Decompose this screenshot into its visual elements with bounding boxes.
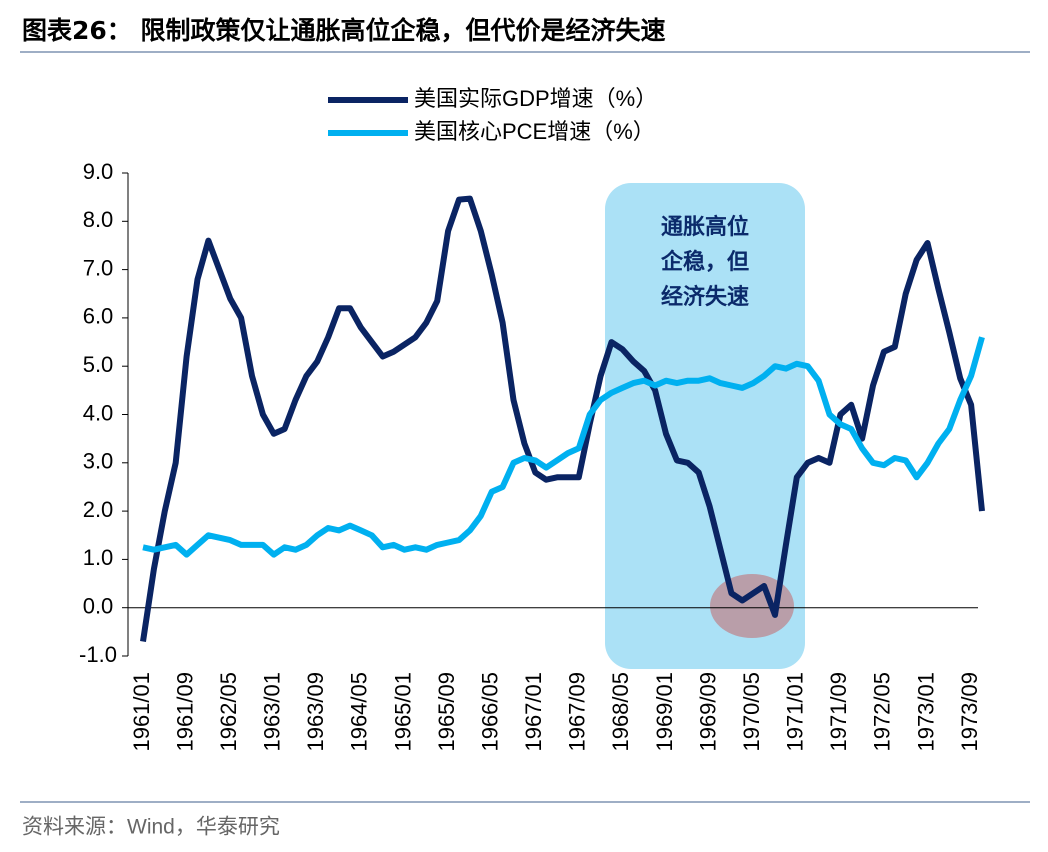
x-tick-label: 1967/09 xyxy=(565,672,590,752)
x-tick-label: 1973/01 xyxy=(913,672,938,752)
x-tick-label: 1961/09 xyxy=(172,672,197,752)
x-tick-label: 1969/09 xyxy=(695,672,720,752)
line-series xyxy=(142,336,985,558)
annotation: 企稳，但 xyxy=(660,249,749,275)
x-tick-label: 1973/09 xyxy=(957,672,982,752)
y-tick-label: 0.0 xyxy=(83,594,114,619)
y-tick-label: 7.0 xyxy=(83,255,114,280)
y-tick-label: 2.0 xyxy=(83,497,114,522)
y-tick-label: 5.0 xyxy=(83,352,114,377)
x-tick-label: 1961/01 xyxy=(129,672,154,752)
y-tick-label: 9.0 xyxy=(83,159,114,184)
y-tick-label: 4.0 xyxy=(83,400,114,425)
y-tick-label: -1.0 xyxy=(79,642,117,667)
y-tick-label: 6.0 xyxy=(83,304,114,329)
x-tick-label: 1964/05 xyxy=(347,672,372,752)
x-tick-label: 1970/05 xyxy=(739,672,764,752)
x-tick-label: 1968/05 xyxy=(608,672,633,752)
x-tick-label: 1963/09 xyxy=(303,672,328,752)
x-tick-label: 1963/01 xyxy=(260,672,285,752)
annotation: 经济失速 xyxy=(661,284,749,310)
chart-title: 图表26： 限制政策仅让通胀高位企稳，但代价是经济失速 xyxy=(22,16,666,45)
x-tick-label: 1971/01 xyxy=(783,672,808,752)
x-tick-label: 1971/09 xyxy=(826,672,851,752)
y-tick-label: 8.0 xyxy=(83,207,114,232)
x-tick-label: 1965/09 xyxy=(434,672,459,752)
x-tick-label: 1966/05 xyxy=(477,672,502,752)
y-tick-label: 3.0 xyxy=(83,449,114,474)
source: 资料来源：Wind，华泰研究 xyxy=(22,816,280,839)
line-series xyxy=(140,195,985,642)
x-tick-label: 1965/01 xyxy=(390,672,415,752)
legend-label: 美国实际GDP增速（%） xyxy=(414,86,657,111)
legend-label: 美国核心PCE增速（%） xyxy=(414,119,655,144)
annotation: 通胀高位 xyxy=(661,214,749,240)
x-tick-label: 1969/01 xyxy=(652,672,677,752)
x-tick-label: 1967/01 xyxy=(521,672,546,752)
x-tick-label: 1962/05 xyxy=(216,672,241,752)
highlight-box xyxy=(605,183,805,669)
y-tick-label: 1.0 xyxy=(83,545,114,570)
x-tick-label: 1972/05 xyxy=(870,672,895,752)
